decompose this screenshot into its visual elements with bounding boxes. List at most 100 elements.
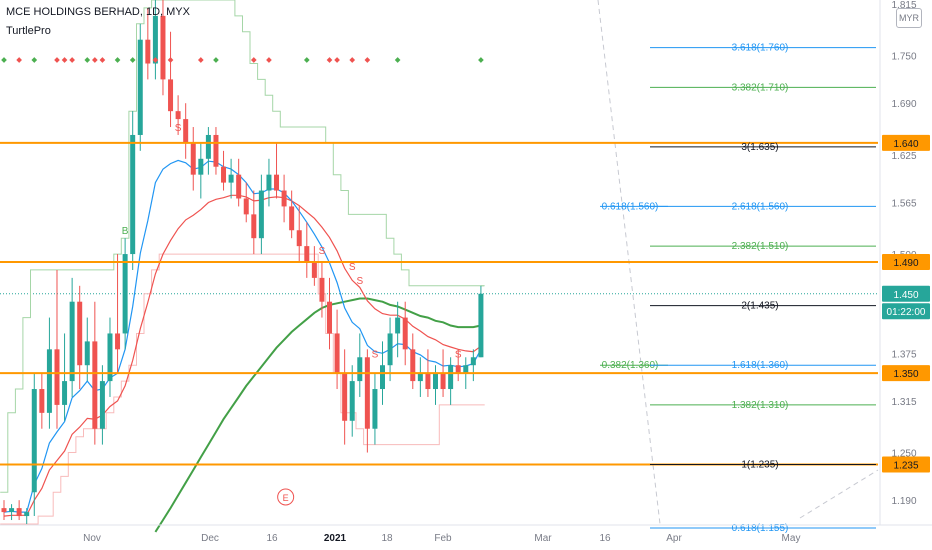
candle bbox=[289, 206, 295, 231]
candle bbox=[236, 174, 242, 199]
signal-dot bbox=[334, 57, 340, 63]
indicator-name: TurtlePro bbox=[6, 25, 51, 37]
y-tick-label: 1.750 bbox=[891, 52, 916, 63]
candle bbox=[342, 373, 348, 421]
y-tick-label: 1.190 bbox=[891, 496, 916, 507]
candle bbox=[77, 301, 83, 366]
x-tick-label: Feb bbox=[434, 533, 452, 544]
candle bbox=[455, 365, 461, 374]
candle bbox=[364, 357, 370, 429]
fib-level-label: 0.618(1.155) bbox=[732, 523, 789, 534]
lower-channel-line bbox=[0, 253, 485, 525]
signal-label: B bbox=[122, 226, 129, 237]
x-tick-label: 2021 bbox=[324, 533, 347, 544]
price-tag-label: 1.640 bbox=[893, 139, 918, 150]
y-tick-label: 1.315 bbox=[891, 397, 916, 408]
price-tag bbox=[882, 456, 930, 473]
candle bbox=[440, 373, 446, 390]
x-tick-label: 16 bbox=[266, 533, 278, 544]
signal-dot bbox=[266, 57, 272, 63]
candle bbox=[160, 15, 166, 80]
signal-dot bbox=[31, 57, 38, 63]
signal-dot bbox=[349, 57, 356, 63]
price-tag bbox=[882, 254, 930, 270]
candle bbox=[372, 389, 378, 429]
price-tag bbox=[882, 285, 930, 302]
fib-level-label: 2.382(1.510) bbox=[732, 241, 789, 252]
candle bbox=[319, 277, 325, 302]
price-tag bbox=[882, 134, 930, 151]
candle bbox=[1, 508, 7, 513]
candle bbox=[425, 373, 431, 390]
candle bbox=[311, 262, 317, 278]
price-tag-label: 01:22:00 bbox=[887, 307, 926, 318]
signal-label: S bbox=[349, 262, 356, 273]
price-tag-label: 1.235 bbox=[893, 460, 918, 471]
candle bbox=[115, 333, 121, 350]
earnings-marker bbox=[277, 488, 295, 506]
signal-dot bbox=[61, 57, 68, 63]
candle bbox=[463, 365, 469, 374]
signal-label: S bbox=[319, 246, 326, 257]
candle bbox=[395, 317, 401, 334]
candle bbox=[417, 373, 423, 382]
price-tag-label: 1.350 bbox=[893, 369, 918, 380]
candle bbox=[349, 381, 355, 421]
candle bbox=[54, 349, 60, 405]
candle bbox=[168, 79, 174, 112]
candle bbox=[228, 174, 234, 183]
price-tag bbox=[882, 365, 930, 382]
candle bbox=[243, 198, 249, 215]
candle bbox=[9, 508, 15, 513]
fib-level-label: 1.382(1.310) bbox=[732, 400, 789, 411]
x-tick-label: Apr bbox=[666, 533, 682, 544]
candle bbox=[62, 381, 68, 405]
symbol-title: MCE HOLDINGS BERHAD, 1D, MYX bbox=[6, 6, 190, 18]
candle bbox=[432, 373, 438, 390]
x-tick-label: May bbox=[782, 533, 801, 544]
fib-level-label: 1(1.235) bbox=[741, 459, 778, 470]
y-tick-label: 1.375 bbox=[891, 349, 916, 360]
fib-level-label: 2.618(1.560) bbox=[732, 201, 789, 212]
fib-level-label: 3.382(1.710) bbox=[732, 82, 789, 93]
signal-dot bbox=[129, 57, 136, 63]
price-tag-label: 1.490 bbox=[893, 258, 918, 269]
fib-level-label: 1.618(1.360) bbox=[732, 360, 789, 371]
candle bbox=[137, 39, 143, 135]
candle bbox=[327, 301, 333, 334]
signal-label: S bbox=[175, 123, 182, 134]
signal-dot bbox=[16, 57, 22, 63]
candle bbox=[190, 142, 196, 175]
candle bbox=[107, 333, 113, 382]
candle bbox=[296, 230, 302, 247]
candle bbox=[357, 357, 363, 382]
projection-line bbox=[799, 469, 879, 519]
earnings-label: E bbox=[283, 493, 289, 503]
candle bbox=[387, 333, 393, 366]
candle bbox=[84, 341, 90, 366]
candle bbox=[175, 111, 181, 120]
candle bbox=[205, 134, 211, 159]
y-tick-label: 1.250 bbox=[891, 449, 916, 460]
price-tag bbox=[882, 303, 930, 320]
x-tick-label: Nov bbox=[83, 533, 101, 544]
candle bbox=[16, 508, 22, 517]
signal-dot bbox=[69, 57, 75, 63]
currency-button[interactable]: MYR bbox=[896, 8, 922, 28]
signal-label: S bbox=[455, 349, 462, 360]
signal-label: S bbox=[372, 349, 379, 360]
candle bbox=[46, 349, 52, 413]
candle bbox=[251, 214, 257, 239]
signal-dot bbox=[167, 57, 174, 63]
candle bbox=[274, 174, 280, 191]
signal-label: S bbox=[356, 276, 363, 287]
candle bbox=[183, 119, 189, 143]
candle bbox=[478, 293, 484, 358]
candle bbox=[198, 158, 204, 175]
candle bbox=[410, 349, 416, 382]
signal-dot bbox=[84, 57, 91, 63]
signal-dot bbox=[54, 57, 60, 63]
candle bbox=[39, 389, 45, 413]
